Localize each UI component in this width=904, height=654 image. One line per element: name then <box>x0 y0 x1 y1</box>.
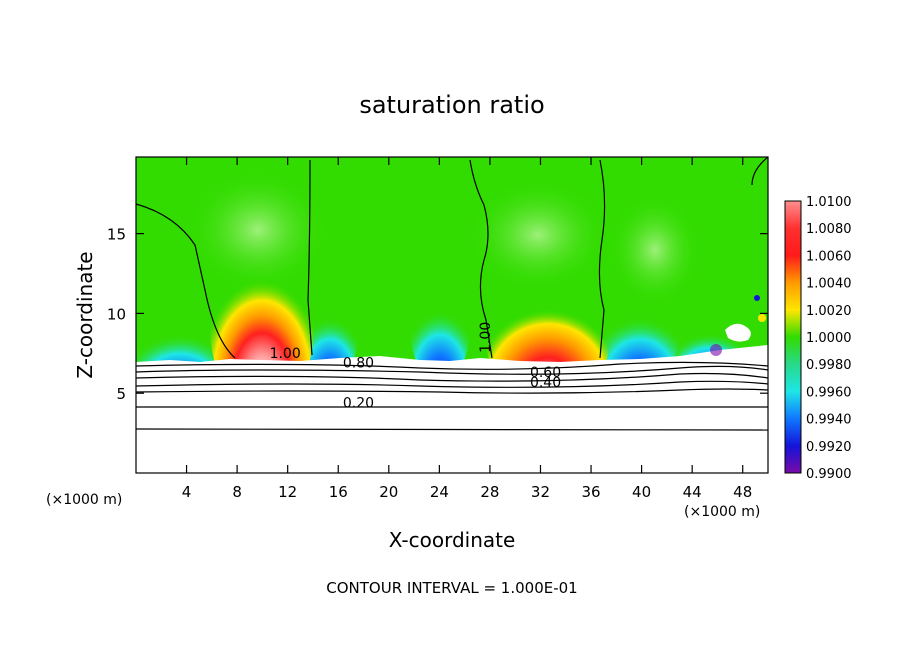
colorbar-tick-label: 1.0020 <box>806 304 852 319</box>
contour-label: 0.80 <box>343 356 374 372</box>
colorbar: 1.0100 1.0080 1.0060 1.0040 1.0020 1.0000 0.99… <box>784 195 852 482</box>
x-tick-label: 4 <box>182 483 192 501</box>
x-tick-label: 32 <box>531 483 550 501</box>
contour-interval-note: CONTOUR INTERVAL = 1.000E-01 <box>326 579 577 597</box>
x-tick-label: 16 <box>329 483 348 501</box>
x-tick-label: 24 <box>430 483 449 501</box>
contour-labels: 1.00 0.80 0.600.40 0.20 1.00 <box>270 322 562 412</box>
y-tick-label: 10 <box>107 305 126 323</box>
colorbar-tick-label: 0.9980 <box>806 358 852 373</box>
colorbar-tick-label: 1.0060 <box>806 249 852 264</box>
colorbar-gradient <box>785 201 801 473</box>
x-axis-label: X-coordinate <box>389 528 516 552</box>
x-tick-label: 12 <box>278 483 297 501</box>
x-unit-right: (×1000 m) <box>684 504 760 520</box>
plot-frame <box>135 156 769 474</box>
plot-field <box>136 157 768 473</box>
y-tick-label: 15 <box>107 226 126 244</box>
colorbar-tick-label: 1.0100 <box>806 195 852 210</box>
x-unit-left: (×1000 m) <box>46 492 122 508</box>
colorbar-tick-label: 0.9900 <box>806 467 852 482</box>
x-tick-label: 48 <box>733 483 752 501</box>
chart-title: saturation ratio <box>359 91 544 119</box>
colorbar-frame <box>784 200 802 474</box>
x-tick-label: 8 <box>232 483 242 501</box>
x-axis-ticks: 4 8 12 16 20 24 28 32 36 40 44 48 <box>182 157 752 501</box>
colorbar-tick-label: 1.0040 <box>806 277 852 292</box>
x-tick-label: 28 <box>480 483 499 501</box>
colorbar-tick-label: 0.9960 <box>806 385 852 400</box>
y-axis-label: Z-coordinate <box>73 251 97 378</box>
y-axis-ticks: 5 10 15 <box>107 226 768 403</box>
colorbar-tick-label: 1.0080 <box>806 222 852 237</box>
x-tick-label: 36 <box>581 483 600 501</box>
contour-label: 0.40 <box>530 375 561 391</box>
colorbar-tick-label: 0.9920 <box>806 440 852 455</box>
contour-label: 0.20 <box>343 396 374 412</box>
colorbar-tick-label: 1.0000 <box>806 331 852 346</box>
x-tick-label: 40 <box>632 483 651 501</box>
x-tick-label: 20 <box>379 483 398 501</box>
y-tick-label: 5 <box>116 385 126 403</box>
contour-label: 1.00 <box>478 322 494 353</box>
contour-label: 0.60 <box>530 365 561 381</box>
x-tick-label: 44 <box>683 483 702 501</box>
contour-label: 1.00 <box>270 346 301 362</box>
colorbar-tick-label: 0.9940 <box>806 413 852 428</box>
